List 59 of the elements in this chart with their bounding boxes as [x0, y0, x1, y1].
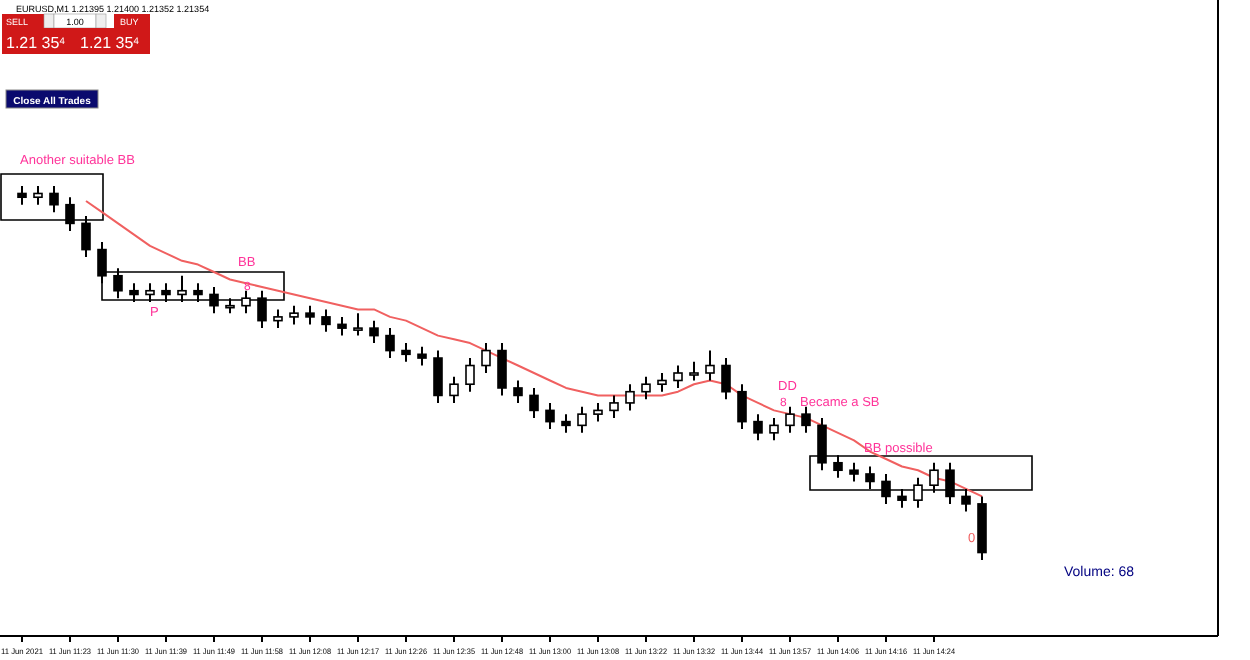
candlestick: [689, 360, 699, 382]
candlestick: [625, 383, 635, 412]
candlestick: [881, 472, 891, 505]
candlestick: [257, 289, 267, 330]
candlestick: [321, 308, 331, 333]
candlestick: [705, 349, 715, 382]
candlestick: [465, 357, 475, 393]
candlestick: [241, 289, 251, 315]
candlestick: [337, 315, 347, 337]
candlestick: [433, 349, 443, 404]
candlestick: [49, 185, 59, 214]
candlestick: [17, 185, 27, 206]
candlestick: [929, 461, 939, 494]
candlestick: [177, 274, 187, 303]
candlestick: [513, 379, 523, 404]
candlestick: [193, 282, 203, 303]
candlestick: [449, 375, 459, 404]
candlestick: [609, 394, 619, 419]
candlestick: [817, 416, 827, 472]
candlestick: [385, 327, 395, 360]
candlestick: [273, 308, 283, 330]
candlestick: [545, 401, 555, 431]
candlestick: [833, 454, 843, 479]
candlestick: [945, 461, 955, 505]
candlestick: [529, 386, 539, 419]
candlestick: [97, 241, 107, 285]
candlestick: [417, 345, 427, 367]
candlestick: [721, 357, 731, 401]
candlestick: [753, 413, 763, 442]
candlestick: [113, 267, 123, 300]
candlestick: [33, 185, 43, 206]
candlestick: [401, 342, 411, 363]
candlestick: [769, 416, 779, 442]
candlestick: [161, 282, 171, 303]
candlestick: [913, 476, 923, 509]
candlestick: [129, 282, 139, 303]
candlestick: [497, 342, 507, 397]
candlestick: [561, 413, 571, 434]
candlestick: [305, 304, 315, 326]
candlestick: [81, 214, 91, 259]
candlestick: [209, 285, 219, 315]
candlestick: [481, 342, 491, 374]
candlestick: [369, 319, 379, 345]
candlestick: [849, 461, 859, 483]
candlestick: [577, 405, 587, 434]
candlestick: [657, 372, 667, 393]
candlestick: [641, 375, 651, 401]
candlestick: [289, 304, 299, 326]
candlestick: [865, 465, 875, 490]
candlestick: [801, 405, 811, 434]
candlestick: [593, 401, 603, 423]
candlestick: [673, 364, 683, 389]
candlestick: [65, 196, 75, 232]
candlestick: [785, 405, 795, 434]
candlestick: [961, 487, 971, 513]
candlestick: [737, 383, 747, 431]
candlestick: [145, 282, 155, 303]
candlestick: [897, 487, 907, 509]
candlestick: [353, 312, 363, 337]
